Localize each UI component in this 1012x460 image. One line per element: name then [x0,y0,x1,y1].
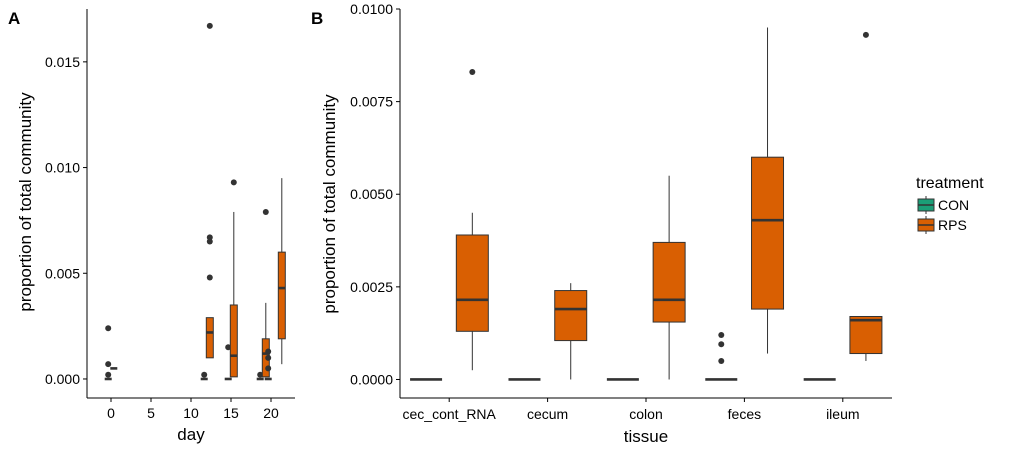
panel-a-axes: 0.000 0.005 0.010 0.015 0 5 10 15 20 [45,9,295,421]
panel-b-tag: B [311,9,323,28]
panel-a-box-con-day-0 [104,325,112,381]
panel-b-box-rps-cec_cont_RNA [455,68,489,371]
panel-b-x-tick-label: cec_cont_RNA [403,406,497,422]
panel-b-box-rps-cecum [554,283,588,380]
panel-a-box-con-day-20 [264,348,272,381]
panel-a-y-tick-label: 0.000 [45,371,80,387]
panel-a-box-rps-day-12 [205,22,214,359]
legend-label: CON [938,197,969,213]
panel-b-box-rps-ileum [849,31,883,361]
panel-b-y-tick-label: 0.0000 [350,371,393,387]
panel-a: A 0.000 0.005 0.010 0.015 0 5 10 15 20 day propo… [8,9,295,444]
panel-a-box-con-day-19 [256,371,264,381]
panel-a-x-tick-label: 10 [183,405,199,421]
outlier-point [206,22,213,29]
panel-b-boxes [410,27,883,381]
panel-b-box-con-feces [705,332,738,381]
panel-b-y-axis-title: proportion of total community [320,94,339,314]
outlier-point [206,274,213,281]
outlier-point [105,361,112,368]
outlier-point [862,31,869,38]
panel-b-y-tick-label: 0.0075 [350,94,393,110]
panel-a-y-tick-label: 0.005 [45,265,80,281]
panel-b-x-tick-label: colon [629,406,662,422]
box-iqr [229,304,238,378]
box-iqr [205,317,214,359]
legend-title: treatment [916,175,984,192]
box-iqr [751,156,785,310]
panel-a-y-tick-label: 0.010 [45,160,80,176]
panel-a-y-tick-label: 0.015 [45,54,80,70]
panel-a-box-rps-day-15 [229,179,238,378]
box-iqr [652,241,686,323]
panel-b-x-tick-label: ileum [826,406,859,422]
panel-b-box-rps-colon [652,175,686,380]
box-iqr [554,290,588,342]
outlier-point [105,371,112,378]
outlier-point [257,371,264,378]
panel-a-x-tick-label: 15 [223,405,239,421]
outlier-point [718,341,725,348]
outlier-point [206,238,213,245]
outlier-point [265,365,272,372]
panel-b-x-tick-label: cecum [527,406,568,422]
panel-b-y-tick-label: 0.0100 [350,1,393,17]
panel-b-x-tick-label: feces [728,406,761,422]
legend-item-rps: RPS [917,216,967,234]
panel-b-y-tick-label: 0.0025 [350,279,393,295]
panel-a-box-con-day-15 [224,344,232,381]
outlier-point [265,348,272,355]
box-iqr [849,315,883,355]
outlier-point [718,357,725,364]
panel-a-box-con-day-12 [200,371,208,381]
box-iqr [277,251,286,340]
outlier-point [262,208,269,215]
panel-a-x-tick-label: 0 [107,405,115,421]
panel-a-box-rps-day-21 [277,178,286,365]
panel-b-box-rps-feces [751,27,785,354]
panel-a-x-axis-title: day [177,425,205,444]
outlier-point [206,234,213,241]
outlier-point [265,354,272,361]
legend: treatment CON RPS [916,175,984,234]
outlier-point [225,344,232,351]
outlier-point [230,179,237,186]
legend-items: CON RPS [917,196,969,234]
panel-b: B 0.0000 0.0025 0.0050 0.0075 0.0100 cec_cont… [311,1,892,446]
panel-b-y-tick-label: 0.0050 [350,186,393,202]
panel-a-tag: A [8,9,20,28]
panel-a-x-tick-label: 20 [263,405,279,421]
panel-a-y-axis-title: proportion of total community [16,92,35,312]
outlier-point [201,371,208,378]
outlier-point [469,68,476,75]
outlier-point [105,325,112,332]
panel-b-axes: 0.0000 0.0025 0.0050 0.0075 0.0100 cec_cont_R… [350,1,892,422]
panel-a-x-tick-label: 5 [147,405,155,421]
panel-a-boxes [104,22,286,381]
legend-label: RPS [938,217,967,233]
outlier-point [718,332,725,339]
legend-item-con: CON [917,196,969,214]
box-iqr [455,234,489,332]
panel-b-x-axis-title: tissue [624,427,668,446]
